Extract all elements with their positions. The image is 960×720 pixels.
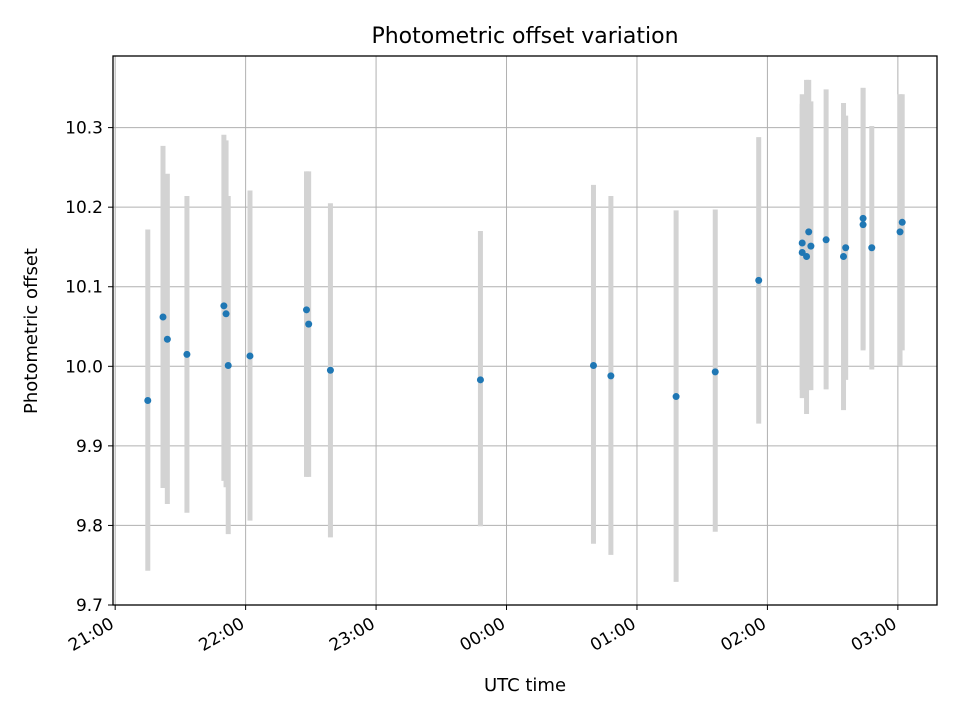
data-point: [711, 368, 719, 376]
plot-frame: [112, 55, 938, 606]
data-point: [326, 366, 334, 374]
y-axis-ticks: 9.7 9.8 9.9 10.0 10.1 10.2 10.3: [65, 119, 113, 616]
y-tick-label: 10.2: [65, 198, 103, 218]
data-point: [840, 253, 848, 261]
data-point: [220, 302, 228, 310]
data-point: [859, 221, 867, 229]
y-tick-label: 9.7: [76, 596, 103, 616]
data-point: [896, 228, 904, 236]
data-point: [898, 218, 906, 226]
data-point: [302, 306, 310, 314]
data-point: [222, 310, 230, 318]
data-point: [842, 244, 850, 252]
data-point: [868, 244, 876, 252]
data-point: [144, 397, 152, 405]
y-axis-label: Photometric offset: [21, 248, 42, 414]
data-point: [807, 242, 815, 250]
data-point: [798, 239, 806, 247]
y-tick-label: 9.9: [76, 437, 103, 457]
data-point: [476, 376, 484, 384]
data-point: [183, 350, 191, 358]
data-point: [805, 228, 813, 236]
data-point: [607, 372, 615, 380]
y-tick-label: 10.3: [65, 119, 103, 139]
data-point: [589, 362, 597, 370]
data-point: [803, 253, 811, 261]
y-tick-label: 9.8: [76, 516, 103, 536]
data-point: [246, 352, 254, 360]
data-point: [822, 236, 830, 244]
y-tick-label: 10.0: [65, 357, 103, 377]
x-axis-label: UTC time: [484, 675, 566, 696]
data-points: [144, 214, 906, 405]
data-point: [755, 276, 763, 284]
data-point: [859, 214, 867, 222]
y-tick-label: 10.1: [65, 278, 103, 298]
data-point: [163, 335, 171, 343]
data-point: [305, 320, 313, 328]
data-point: [224, 362, 232, 370]
chart-title: Photometric offset variation: [371, 24, 678, 49]
data-point: [159, 313, 167, 321]
data-point: [672, 393, 680, 401]
